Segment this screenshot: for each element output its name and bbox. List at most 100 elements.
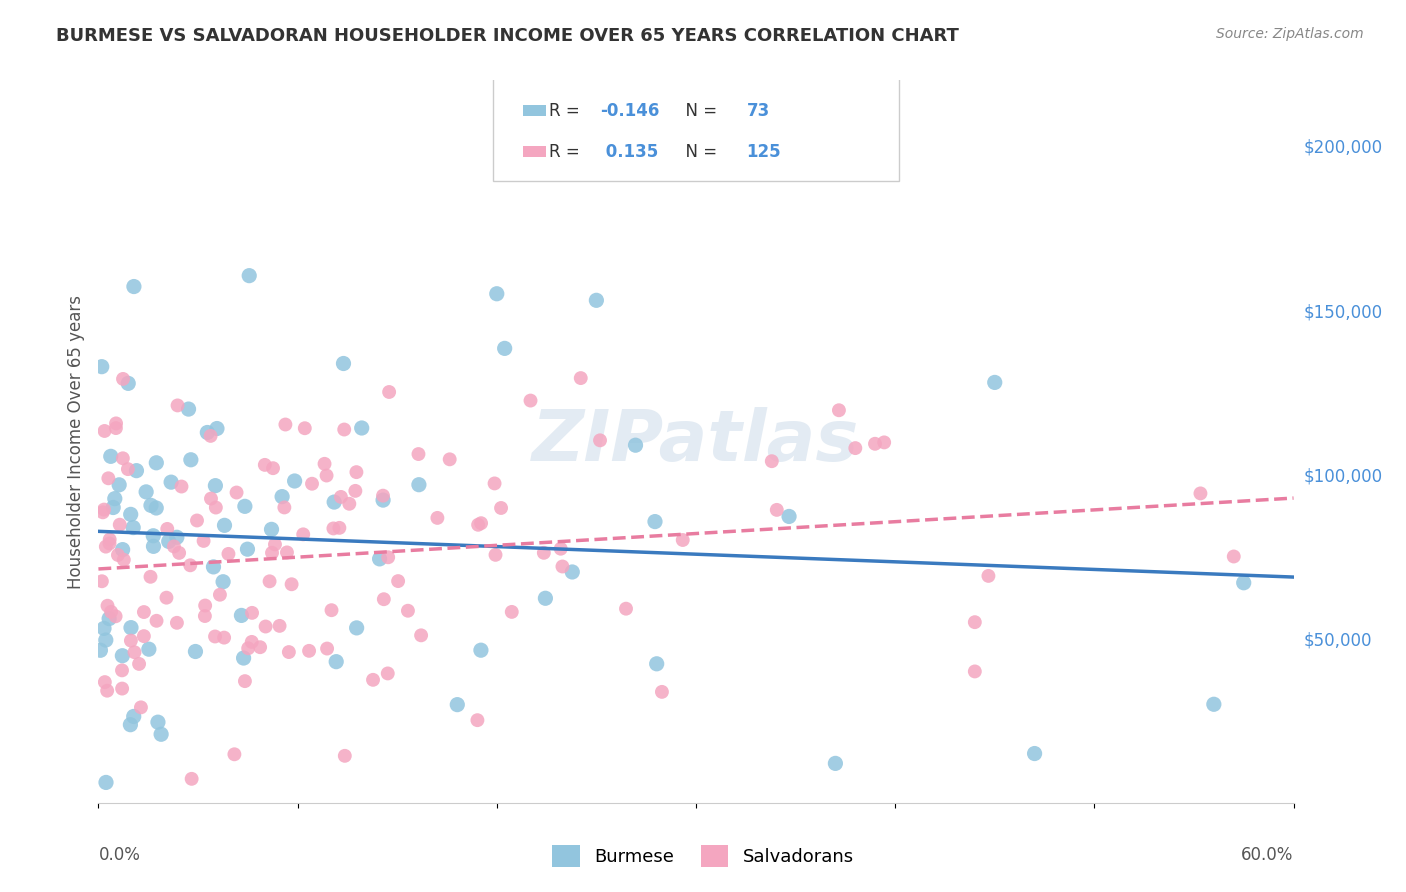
Point bbox=[333, 748, 356, 763]
Point bbox=[254, 619, 277, 633]
Point bbox=[231, 608, 253, 623]
Point bbox=[91, 505, 114, 519]
Point bbox=[128, 657, 150, 671]
FancyBboxPatch shape bbox=[494, 73, 900, 181]
Point bbox=[761, 454, 783, 468]
Point bbox=[160, 475, 183, 490]
Point bbox=[194, 609, 217, 624]
Point bbox=[166, 530, 188, 544]
Point bbox=[561, 565, 583, 579]
Point bbox=[107, 548, 129, 562]
Point bbox=[316, 641, 339, 656]
Point bbox=[111, 648, 134, 663]
Point bbox=[426, 511, 449, 525]
Point bbox=[212, 574, 235, 589]
Point bbox=[204, 630, 226, 644]
Point bbox=[98, 536, 121, 550]
Point bbox=[329, 490, 352, 504]
Point bbox=[294, 421, 316, 435]
Point bbox=[371, 489, 394, 503]
Point bbox=[155, 591, 177, 605]
FancyBboxPatch shape bbox=[523, 146, 546, 157]
Point bbox=[236, 542, 259, 557]
Point bbox=[184, 644, 207, 658]
Text: N =: N = bbox=[675, 102, 723, 120]
Point bbox=[124, 645, 146, 659]
Point bbox=[589, 434, 612, 448]
Point bbox=[233, 674, 256, 689]
Point bbox=[259, 574, 281, 589]
Point bbox=[550, 541, 572, 556]
Point bbox=[273, 500, 295, 515]
Point bbox=[145, 501, 167, 516]
Point bbox=[93, 424, 115, 438]
Point bbox=[94, 633, 117, 648]
Point bbox=[89, 643, 111, 657]
Point bbox=[262, 461, 284, 475]
Point bbox=[1189, 486, 1212, 500]
Point bbox=[138, 642, 160, 657]
Point bbox=[157, 534, 180, 549]
Point bbox=[1223, 549, 1246, 564]
Point bbox=[224, 747, 246, 762]
Point bbox=[260, 546, 283, 560]
Point bbox=[494, 342, 516, 356]
Point bbox=[501, 605, 523, 619]
Point bbox=[408, 447, 430, 461]
Point bbox=[112, 553, 135, 567]
Point bbox=[484, 548, 506, 562]
Point bbox=[111, 664, 134, 678]
Point bbox=[325, 655, 347, 669]
Point bbox=[120, 633, 142, 648]
Point bbox=[177, 402, 200, 417]
Text: Source: ZipAtlas.com: Source: ZipAtlas.com bbox=[1216, 27, 1364, 41]
Point bbox=[240, 606, 263, 620]
Point bbox=[225, 485, 247, 500]
Text: 125: 125 bbox=[747, 143, 782, 161]
Point bbox=[551, 559, 574, 574]
Point bbox=[1233, 575, 1256, 590]
Point bbox=[139, 570, 162, 584]
Point bbox=[194, 599, 217, 613]
Point bbox=[585, 293, 607, 308]
Point bbox=[232, 651, 254, 665]
Legend: Burmese, Salvadorans: Burmese, Salvadorans bbox=[546, 838, 860, 874]
Point bbox=[346, 621, 368, 635]
Point bbox=[100, 450, 122, 464]
Point bbox=[264, 537, 287, 551]
Point bbox=[411, 628, 433, 642]
Point bbox=[195, 425, 218, 440]
Point bbox=[105, 417, 128, 431]
Point bbox=[98, 612, 121, 626]
Point bbox=[328, 521, 350, 535]
Point bbox=[150, 727, 173, 741]
Point bbox=[202, 560, 225, 574]
Point bbox=[322, 521, 344, 535]
Point bbox=[276, 545, 298, 559]
Point bbox=[104, 609, 127, 624]
Point bbox=[963, 615, 986, 630]
Point bbox=[368, 552, 391, 566]
Point bbox=[344, 465, 367, 479]
Point bbox=[93, 621, 115, 635]
Point bbox=[108, 478, 131, 492]
Point bbox=[167, 546, 190, 560]
Point bbox=[333, 423, 356, 437]
Point bbox=[212, 631, 235, 645]
Point bbox=[844, 441, 866, 455]
Point bbox=[350, 421, 373, 435]
Point bbox=[489, 500, 512, 515]
Point bbox=[238, 268, 260, 283]
Point bbox=[1202, 698, 1225, 712]
Point bbox=[205, 500, 228, 515]
Point bbox=[204, 478, 226, 492]
Point bbox=[122, 520, 145, 534]
Point bbox=[163, 540, 186, 554]
Point bbox=[205, 421, 228, 435]
Point bbox=[651, 685, 673, 699]
Point bbox=[534, 591, 557, 606]
Point bbox=[373, 592, 395, 607]
Point bbox=[260, 522, 283, 536]
Point bbox=[104, 421, 127, 435]
Point bbox=[145, 614, 167, 628]
